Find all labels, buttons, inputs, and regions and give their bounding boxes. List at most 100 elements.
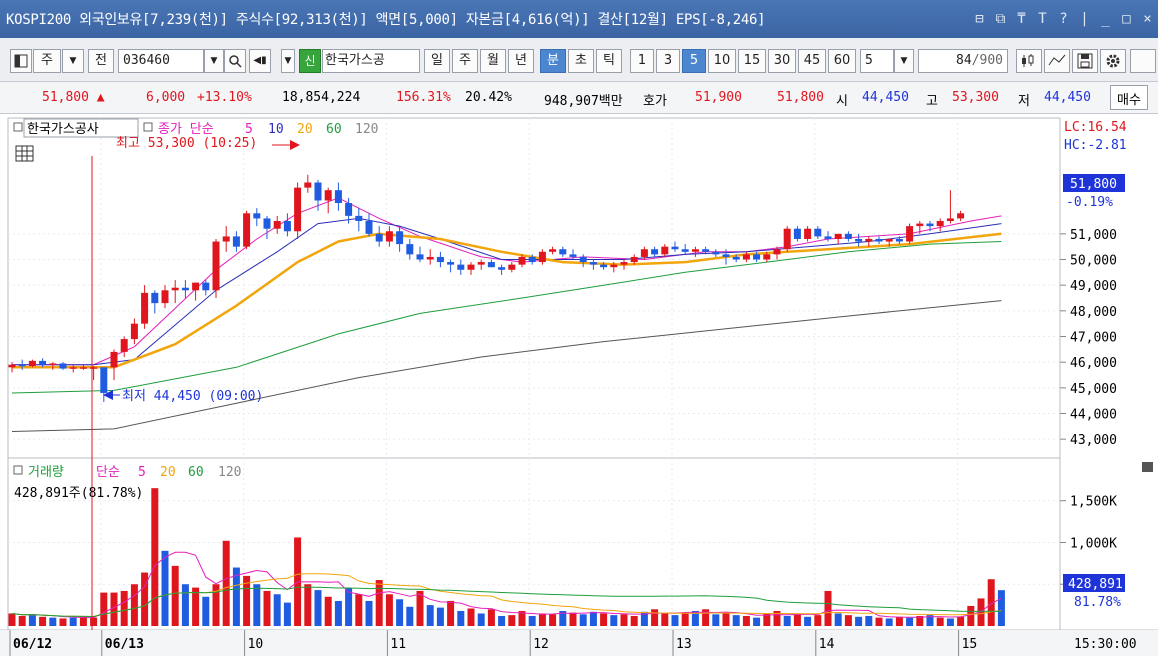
ma120-label: 120 [355,122,378,137]
candle-body [59,363,67,369]
table-grid-icon[interactable] [15,145,34,162]
period-tick-tab[interactable]: 틱 [596,49,622,73]
period-month-tab[interactable]: 월 [480,49,506,73]
candle-body [702,249,710,252]
interval-input[interactable]: 5 [860,49,894,73]
total-volume: 18,854,224 [282,90,361,105]
volume-bar [406,606,414,626]
close-icon[interactable]: × [1143,11,1152,27]
save-icon[interactable] [1072,49,1098,73]
minute-15-button[interactable]: 15 [738,49,766,73]
price-tick-label: 50,000 [1070,254,1117,269]
code-dropdown-icon[interactable]: ▼ [204,49,224,73]
pin-icon[interactable]: ₸ [1017,11,1026,27]
minute-45-button[interactable]: 45 [798,49,826,73]
volume-bar [763,613,771,626]
minute-5-button[interactable]: 5 [682,49,706,73]
volume-bar [18,615,26,626]
window-title: KOSPI200 외국인보유[7,239(천)] 주식수[92,313(천)] … [6,12,766,28]
volume-bar [844,615,852,626]
help-icon[interactable]: ? [1059,11,1068,27]
pane-toggle-icon[interactable] [13,122,23,132]
count-total: /900 [971,53,1003,68]
market-select[interactable]: 주 [33,49,61,73]
period-minute-tab[interactable]: 분 [540,49,566,73]
candle-body [946,218,954,221]
minute-3-button[interactable]: 3 [656,49,680,73]
vma20-label: 20 [160,465,176,480]
period-year-tab[interactable]: 년 [508,49,534,73]
candle-body [855,238,863,242]
vma120-label: 120 [218,465,241,480]
minimize-icon[interactable]: _ [1101,11,1110,27]
volume-toggle-icon[interactable] [13,465,23,475]
minute-10-button[interactable]: 10 [708,49,736,73]
candle-body [324,190,332,201]
bid-price: 51,900 [695,90,742,105]
period-week-tab[interactable]: 주 [452,49,478,73]
candle-body [477,262,485,265]
speaker-icon[interactable]: ◀▮ [249,49,271,73]
search-icon[interactable] [224,49,246,73]
toolbar: 주 ▼ 전 036460 ▼ ◀▮ ▼ 신 한국가스공 일 주 월 년 분 초 … [0,38,1158,82]
volume-bar [916,615,924,626]
volume-bar [110,592,118,626]
buy-button[interactable]: 매수 [1110,85,1148,110]
candle-body [906,226,914,242]
interval-dropdown-icon[interactable]: ▼ [894,49,914,73]
ma-toggle-icon[interactable] [143,122,153,132]
period-second-tab[interactable]: 초 [568,49,594,73]
prev-button[interactable]: 전 [88,49,114,73]
candle-body [416,254,424,260]
font-icon[interactable]: T [1038,11,1047,27]
settings-gear-icon[interactable] [1100,49,1126,73]
volume-bar [712,614,720,626]
layout-toggle-icon[interactable] [10,49,32,73]
vma5-label: 5 [138,465,146,480]
candle-body [69,367,77,369]
maximize-icon[interactable]: □ [1122,11,1131,27]
credit-badge[interactable]: 신 [299,49,321,73]
x-tick-label: 12 [533,637,549,652]
volume-bar [161,550,169,626]
checkbox-icon[interactable] [1130,49,1156,73]
market-dropdown-icon[interactable]: ▼ [62,49,84,73]
candle-body [589,262,597,265]
candle-body [385,231,393,242]
speaker-dropdown-icon[interactable]: ▼ [281,49,295,73]
volume-bar [926,615,934,626]
volume-bar [39,616,47,626]
stock-name-field[interactable]: 한국가스공 [322,49,420,73]
volume-bar [610,615,618,626]
period-day-tab[interactable]: 일 [424,49,450,73]
candle-body [90,367,98,369]
line-tool-icon[interactable] [1044,49,1070,73]
minute-30-button[interactable]: 30 [768,49,796,73]
volume-bar [467,608,475,626]
price-tick-label: 49,000 [1070,279,1117,294]
ma20-label: 20 [297,122,313,137]
count-input[interactable]: 84/900 [918,49,1008,73]
candle-style-icon[interactable] [1016,49,1042,73]
volume-bar [620,614,628,626]
copy-window-icon[interactable]: ⧉ [995,11,1006,27]
stock-code-input[interactable]: 036460 [118,49,204,73]
volume-bar [232,567,240,626]
candle-body [895,238,903,242]
candle-body [579,256,587,263]
candle-body [936,221,944,227]
candle-body [110,351,118,368]
pane-close-icon[interactable] [1142,462,1153,472]
volume-bar [100,592,108,626]
price-change: 6,000 [146,90,186,105]
restore-layout-icon[interactable]: ⊟ [975,11,984,27]
volume-bar [661,613,669,626]
minute-1-button[interactable]: 1 [630,49,654,73]
chart-area[interactable]: 43,000 44,000 45,000 46,000 47,000 48,000 49,0… [0,114,1158,656]
ma-line-60 [11,241,1002,394]
volume-tick-label: 1,000K [1070,536,1117,551]
candle-body [630,256,638,263]
minute-60-button[interactable]: 60 [828,49,856,73]
ma60-label: 60 [326,122,342,137]
x-tick-label: 06/13 [105,637,144,652]
